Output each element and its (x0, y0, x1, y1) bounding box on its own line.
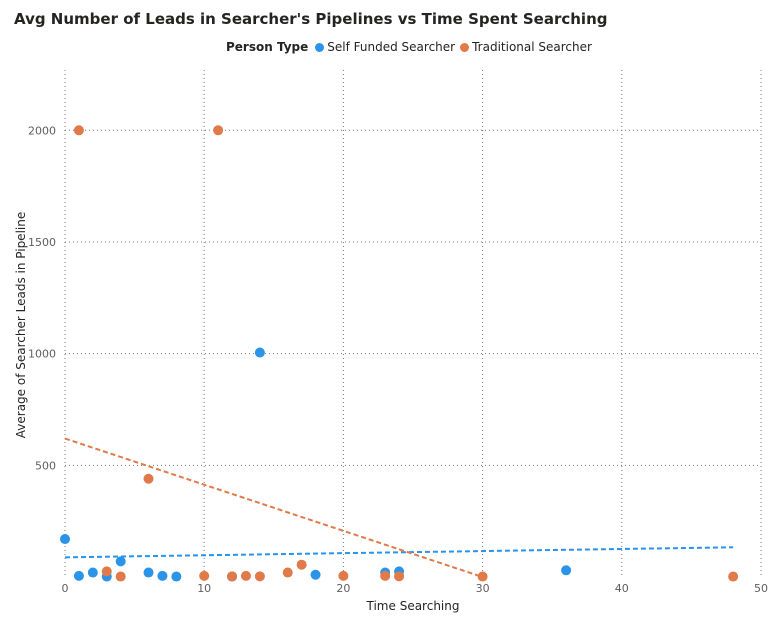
y-tick-label: 2000 (28, 124, 56, 137)
data-point-traditional[interactable] (73, 125, 84, 136)
data-point-traditional[interactable] (115, 571, 126, 582)
y-tick-label: 1000 (28, 348, 56, 361)
data-point-traditional[interactable] (101, 566, 112, 577)
x-axis-label: Time Searching (366, 599, 460, 613)
trendline-self-funded (64, 546, 734, 559)
data-point-self-funded[interactable] (87, 567, 98, 578)
legend-marker-traditional (460, 42, 470, 52)
y-tick-label: 500 (35, 459, 56, 472)
data-point-traditional[interactable] (728, 571, 739, 582)
data-point-traditional[interactable] (338, 570, 349, 581)
legend-marker-self-funded (315, 42, 325, 52)
y-axis-label: Average of Searcher Leads in Pipeline (14, 212, 28, 438)
data-point-self-funded[interactable] (310, 569, 321, 580)
chart-title: Avg Number of Leads in Searcher's Pipeli… (14, 10, 608, 28)
x-tick-label: 40 (615, 582, 629, 595)
data-point-traditional[interactable] (143, 473, 154, 484)
data-point-traditional[interactable] (477, 571, 488, 582)
data-point-traditional[interactable] (227, 571, 238, 582)
axis-ticks: 0 10 20 30 40 50 500 1000 1500 2000 (28, 124, 768, 595)
legend-title: Person Type (226, 40, 309, 54)
data-point-traditional[interactable] (254, 571, 265, 582)
data-point-traditional[interactable] (296, 559, 307, 570)
data-point-self-funded[interactable] (60, 534, 70, 545)
gridlines (64, 70, 762, 577)
data-point-self-funded[interactable] (157, 570, 168, 581)
data-point-traditional[interactable] (240, 570, 251, 581)
data-point-self-funded[interactable] (115, 556, 126, 567)
data-point-self-funded[interactable] (561, 565, 572, 576)
legend: Person Type Self Funded Searcher Traditi… (226, 40, 597, 54)
data-point-traditional[interactable] (380, 570, 391, 581)
data-point-traditional[interactable] (199, 570, 210, 581)
y-tick-label: 1500 (28, 236, 56, 249)
data-point-self-funded[interactable] (143, 567, 154, 578)
x-tick-label: 50 (754, 582, 768, 595)
legend-item-self-funded[interactable]: Self Funded Searcher (315, 40, 455, 54)
x-tick-label: 10 (197, 582, 211, 595)
trendline-traditional (64, 437, 483, 578)
legend-item-traditional[interactable]: Traditional Searcher (460, 40, 592, 54)
legend-label-self-funded: Self Funded Searcher (327, 40, 456, 54)
x-tick-label: 30 (476, 582, 490, 595)
data-points (60, 125, 739, 582)
data-point-traditional[interactable] (394, 571, 405, 582)
legend-label-traditional: Traditional Searcher (472, 40, 592, 54)
data-point-self-funded[interactable] (171, 571, 182, 582)
data-point-traditional[interactable] (213, 125, 224, 136)
data-point-traditional[interactable] (282, 567, 293, 578)
data-point-self-funded[interactable] (73, 570, 84, 581)
trendlines (64, 437, 734, 578)
data-point-self-funded[interactable] (254, 347, 265, 358)
x-tick-label: 20 (336, 582, 350, 595)
x-tick-label: 0 (62, 582, 69, 595)
